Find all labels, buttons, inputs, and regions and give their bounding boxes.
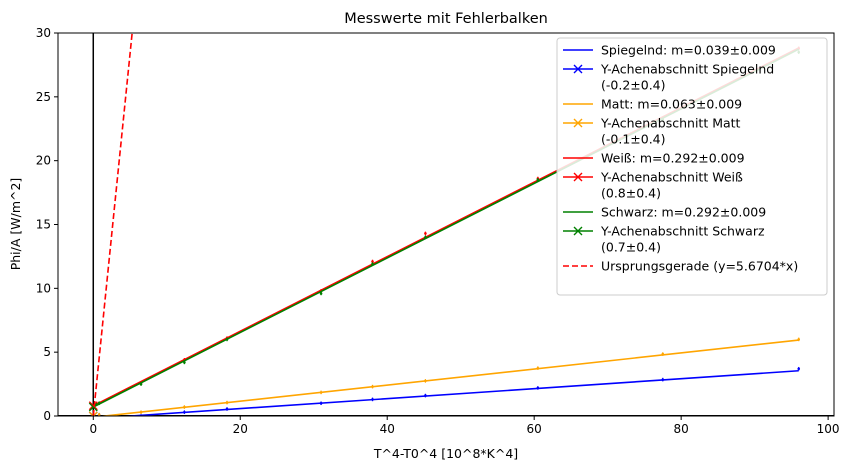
legend-entry-label: Y-Achenabschnitt Matt (-0.1±0.4) — [600, 116, 741, 147]
x-tick-label: 0 — [89, 422, 97, 436]
y-tick-label: 30 — [36, 26, 51, 40]
measurement-point — [424, 235, 427, 239]
measurement-point — [225, 407, 229, 411]
x-tick-label: 100 — [817, 422, 840, 436]
y-tick-label: 0 — [43, 409, 51, 423]
legend-handle-marker — [573, 118, 583, 128]
legend-handle-marker — [573, 64, 583, 74]
legend-entry-line: Y-Achenabschnitt Spiegelnd — [600, 62, 774, 77]
measurement-point — [661, 352, 665, 356]
legend-entry-line: (-0.1±0.4) — [601, 132, 666, 147]
x-tick-label: 60 — [527, 422, 542, 436]
legend-entry-label: Spiegelnd: m=0.039±0.009 — [601, 43, 776, 58]
measurement-point — [424, 232, 427, 235]
x-axis-label: T^4-T0^4 [10^8*K^4] — [373, 446, 518, 461]
legend-entry-label: Y-Achenabschnitt Spiegelnd (-0.2±0.4) — [600, 62, 774, 93]
legend-entry-line: (0.7±0.4) — [601, 240, 661, 255]
legend-entry-label: Weiß: m=0.292±0.009 — [601, 151, 745, 166]
legend-handle-marker — [573, 172, 583, 182]
measurement-point — [97, 401, 101, 405]
measurement-point — [319, 391, 323, 394]
legend-entry-line: Y-Achenabschnitt Weiß — [600, 170, 743, 185]
y-tick-label: 5 — [43, 345, 51, 359]
measurement-point — [797, 367, 801, 371]
x-tick-label: 80 — [674, 422, 689, 436]
measurement-point — [183, 405, 186, 409]
legend: Spiegelnd: m=0.039±0.009 Y-Achenabschnitt… — [556, 37, 828, 296]
legend-entry-label: Y-Achenabschnitt Weiß (0.8±0.4) — [600, 170, 743, 201]
legend-entry-line: Ursprungsgerade (y=5.6704*x) — [601, 259, 798, 274]
measurement-point — [536, 178, 540, 182]
legend-entry-label: Schwarz: m=0.292±0.009 — [601, 205, 766, 220]
legend-handle-marker — [573, 226, 583, 236]
y-tick-label: 15 — [36, 218, 51, 232]
measurement-point — [139, 410, 143, 414]
measurement-point — [319, 401, 323, 405]
chart-title: Messwerte mit Fehlerbalken — [344, 11, 548, 27]
legend-box — [556, 37, 828, 296]
x-tick-label: 40 — [380, 422, 395, 436]
legend-entry-label: Ursprungsgerade (y=5.6704*x) — [601, 259, 798, 274]
fit-line-0 — [119, 369, 799, 416]
measurement-point — [371, 260, 374, 263]
measurement-point — [536, 386, 540, 390]
legend-entry-line: Y-Achenabschnitt Matt — [600, 116, 741, 131]
intercept-marker — [88, 401, 98, 411]
y-tick-label: 20 — [36, 154, 51, 168]
legend-entry-line: (-0.2±0.4) — [601, 78, 666, 93]
axes: 0 20 40 60 80 100 0 5 10 15 20 25 30 — [36, 26, 840, 436]
legend-entry-line: Matt: m=0.063±0.009 — [601, 97, 742, 112]
measurement-point — [424, 394, 427, 397]
measurement-point — [225, 338, 229, 341]
x-tick-label: 20 — [233, 422, 248, 436]
measurement-point — [424, 379, 427, 383]
measurement-point — [139, 382, 143, 386]
measurement-point — [797, 338, 801, 341]
legend-entry-line: Weiß: m=0.292±0.009 — [601, 151, 745, 166]
measurement-point — [183, 361, 186, 364]
legend-entry-line: Spiegelnd: m=0.039±0.009 — [601, 43, 776, 58]
legend-entry-line: Y-Achenabschnitt Schwarz — [600, 224, 765, 239]
measurement-point — [371, 385, 374, 388]
intercept-marker — [88, 402, 98, 412]
y-axis-label: Phi/A [W/m^2] — [8, 178, 23, 271]
measurement-point — [225, 401, 229, 404]
measurement-point — [183, 410, 186, 414]
origin-dashed-line — [92, 33, 133, 416]
y-tick-label: 10 — [36, 281, 51, 295]
y-tick-label: 25 — [36, 90, 51, 104]
fit-line-1 — [97, 339, 799, 416]
measurement-point — [661, 378, 665, 381]
measurement-point — [371, 398, 374, 401]
measurement-point — [536, 366, 540, 370]
intercept-marker — [88, 411, 98, 416]
measurement-point — [97, 413, 101, 416]
measurement-point — [371, 262, 374, 266]
legend-entry-label: Y-Achenabschnitt Schwarz (0.7±0.4) — [600, 224, 765, 255]
legend-entry-line: Schwarz: m=0.292±0.009 — [601, 205, 766, 220]
legend-entry-line: (0.8±0.4) — [601, 186, 661, 201]
measurement-point — [319, 292, 323, 295]
legend-entry-label: Matt: m=0.063±0.009 — [601, 97, 742, 112]
